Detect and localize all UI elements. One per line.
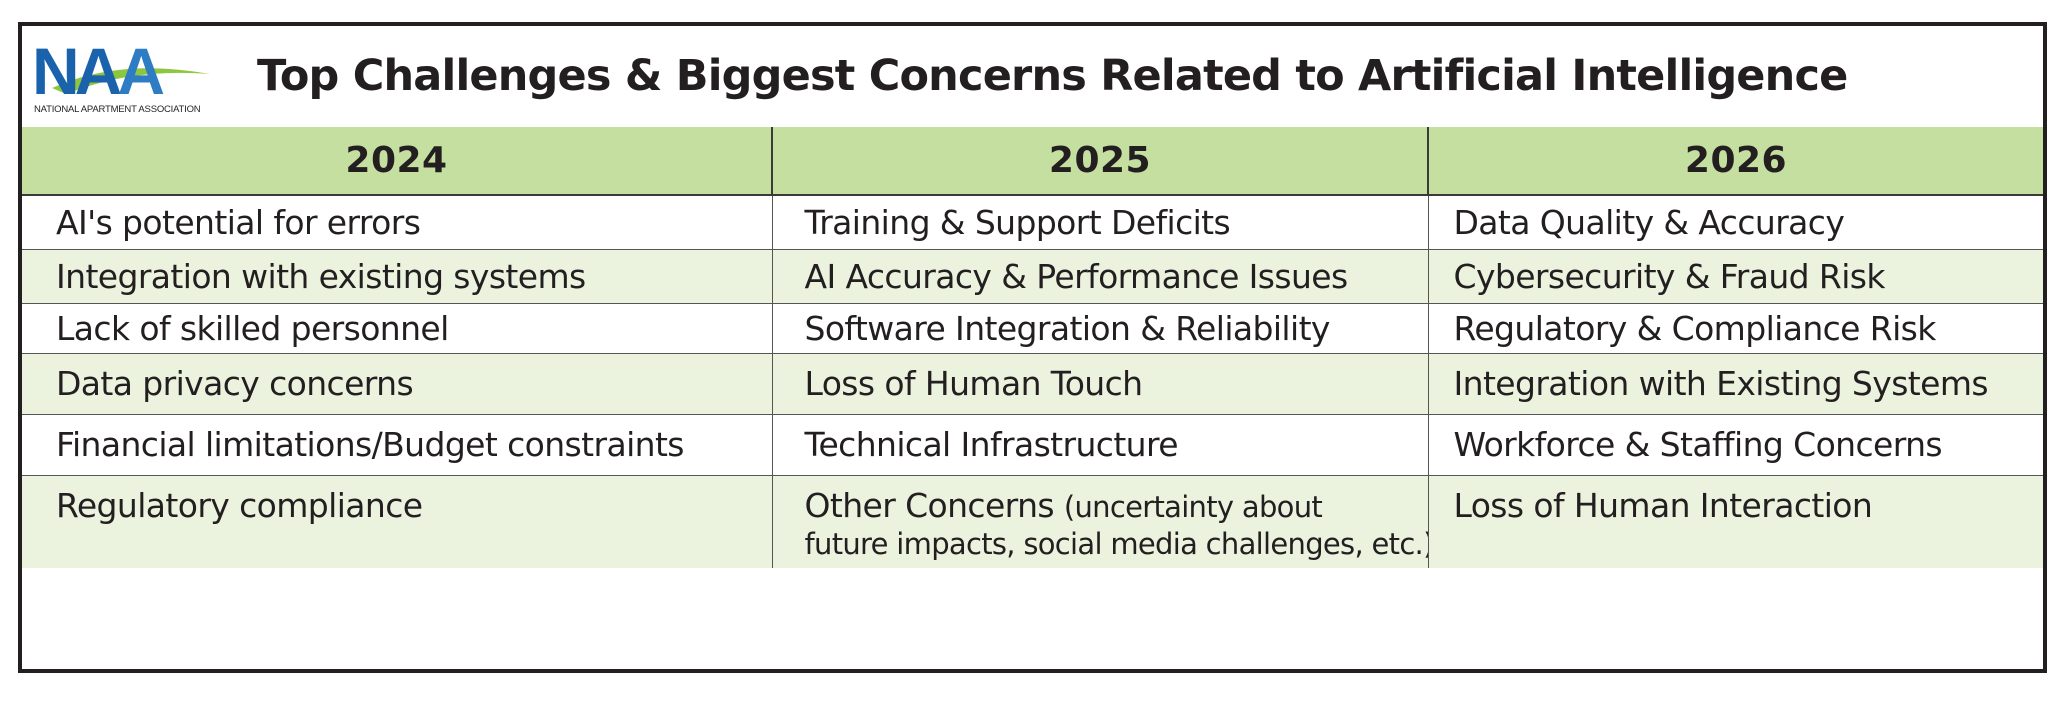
table-cell: Lack of skilled personnel: [22, 303, 773, 354]
table-cell: Loss of Human Touch: [771, 353, 1429, 415]
table-row: Financial limitations/Budget constraints…: [22, 414, 2043, 476]
other-concerns-label: Other Concerns: [804, 485, 1055, 525]
column-header-2024: 2024: [22, 127, 773, 196]
table-cell: Regulatory compliance: [22, 475, 773, 568]
logo-letter-a2: A: [117, 34, 165, 108]
table-row: Integration with existing systems AI Acc…: [22, 249, 2043, 304]
table-cell: Technical Infrastructure: [771, 414, 1429, 476]
table-cell: Financial limitations/Budget constraints: [22, 414, 773, 476]
table-cell: Regulatory & Compliance Risk: [1427, 303, 2043, 354]
table-row: Data privacy concerns Loss of Human Touc…: [22, 353, 2043, 415]
table-row: Lack of skilled personnel Software Integ…: [22, 303, 2043, 354]
table-cell: Software Integration & Reliability: [771, 303, 1429, 354]
naa-logo: NAA NATIONAL APARTMENT ASSOCIATION: [32, 36, 212, 118]
table-cell: AI Accuracy & Performance Issues: [771, 249, 1429, 304]
table-header-row: 2024 2025 2026: [22, 127, 2043, 196]
logo-letters: NAA: [32, 38, 165, 104]
table-cell: AI's potential for errors: [22, 195, 773, 250]
logo-swoosh-icon: [52, 68, 210, 94]
table-cell: Workforce & Staffing Concerns: [1427, 414, 2043, 476]
table-cell: Cybersecurity & Fraud Risk: [1427, 249, 2043, 304]
table-cell: Integration with existing systems: [22, 249, 773, 304]
other-concerns-note: (uncertainty about: [1063, 489, 1323, 524]
header: NAA NATIONAL APARTMENT ASSOCIATION Top C…: [22, 26, 2043, 129]
other-concerns-note-continued: future impacts, social media challenges,…: [804, 526, 1428, 561]
page-title: Top Challenges & Biggest Concerns Relate…: [257, 51, 1848, 101]
logo-subtitle: NATIONAL APARTMENT ASSOCIATION: [34, 104, 201, 115]
table-cell: Loss of Human Interaction: [1427, 475, 2043, 568]
column-header-2026: 2026: [1427, 127, 2043, 196]
logo-letter-n: N: [32, 34, 80, 108]
table-cell: Data Quality & Accuracy: [1427, 195, 2043, 250]
table-cell: Training & Support Deficits: [771, 195, 1429, 250]
table-cell: Integration with Existing Systems: [1427, 353, 2043, 415]
table-row: Regulatory compliance Other Concerns (un…: [22, 475, 2043, 568]
table-cell: Data privacy concerns: [22, 353, 773, 415]
infographic-frame: NAA NATIONAL APARTMENT ASSOCIATION Top C…: [18, 22, 2047, 673]
table-cell-other-concerns: Other Concerns (uncertainty about future …: [771, 475, 1429, 568]
logo-letter-a1: A: [74, 34, 123, 108]
concerns-table: 2024 2025 2026 AI's potential for errors…: [22, 127, 2043, 568]
column-header-2025: 2025: [771, 127, 1429, 196]
table-row: AI's potential for errors Training & Sup…: [22, 195, 2043, 250]
